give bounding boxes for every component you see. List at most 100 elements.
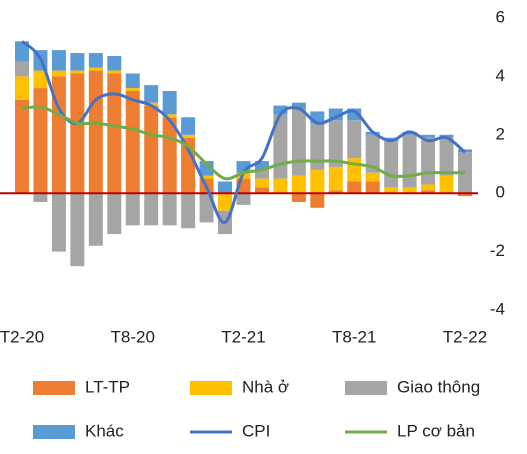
bar [402, 187, 417, 194]
bar [347, 120, 362, 159]
bar [402, 134, 417, 188]
bar [125, 88, 140, 91]
bar [291, 193, 306, 202]
x-tick-label: T8-20 [111, 327, 155, 346]
bar [347, 108, 362, 121]
bar [88, 70, 103, 194]
legend-swatch [190, 381, 232, 395]
legend-swatch [33, 381, 75, 395]
bar [107, 70, 122, 74]
bar [51, 50, 66, 71]
bar [107, 73, 122, 194]
bar [254, 161, 269, 170]
bar [33, 88, 48, 194]
y-tick-label: 4 [496, 66, 505, 85]
bar [310, 111, 325, 124]
bar [144, 105, 159, 194]
y-tick-label: 6 [496, 7, 505, 26]
bar [365, 172, 380, 182]
bar [51, 76, 66, 194]
line [21, 105, 465, 181]
legend-label: Khác [85, 421, 124, 440]
bar [181, 117, 196, 135]
x-tick-label: T2-20 [0, 327, 44, 346]
bar [254, 178, 269, 188]
bar [181, 137, 196, 194]
legend-label: LT-TP [85, 377, 130, 396]
bar [291, 102, 306, 109]
y-tick-label: 0 [496, 183, 505, 202]
bar [88, 67, 103, 71]
bar [365, 134, 380, 173]
bar [421, 134, 436, 138]
x-tick-label: T8-21 [332, 327, 376, 346]
bar [70, 73, 85, 194]
bar [291, 108, 306, 176]
legend-swatch [33, 425, 75, 439]
bar [254, 187, 269, 194]
bar [70, 70, 85, 74]
y-tick-label: -4 [490, 299, 505, 318]
bar [162, 91, 177, 115]
bar [107, 55, 122, 71]
y-tick-label: -2 [490, 241, 505, 260]
bar [33, 70, 48, 89]
bar [236, 193, 251, 205]
bar [199, 175, 214, 179]
bar [236, 161, 251, 173]
bar [218, 193, 233, 211]
bar [15, 61, 29, 77]
x-tick-label: T2-22 [443, 327, 487, 346]
bar [439, 137, 454, 176]
bar [144, 193, 159, 226]
bar [88, 193, 103, 246]
bar [310, 123, 325, 170]
bar [125, 91, 140, 194]
bar [162, 114, 177, 118]
bar [328, 190, 343, 194]
y-tick-label: 2 [496, 124, 505, 143]
bar [365, 181, 380, 194]
bar [199, 193, 214, 223]
bar [273, 105, 288, 115]
bar [458, 193, 472, 197]
bar [181, 193, 196, 229]
bar [421, 184, 436, 191]
bar [421, 137, 436, 185]
bar [291, 175, 306, 194]
bar [33, 193, 48, 202]
bar [384, 140, 399, 188]
legend-swatch [345, 381, 387, 395]
x-tick-label: T2-21 [221, 327, 265, 346]
bar [125, 193, 140, 226]
bar [70, 193, 85, 267]
bar [15, 99, 29, 194]
bar [218, 181, 233, 194]
legend-label: LP cơ bản [397, 421, 475, 440]
bar [70, 53, 85, 71]
bar [439, 175, 454, 194]
legend-label: Giao thông [397, 377, 480, 396]
bar [254, 169, 269, 179]
bar [162, 193, 177, 226]
bar [15, 76, 29, 100]
bar [88, 53, 103, 68]
bar [310, 193, 325, 208]
bar [273, 178, 288, 194]
legend-label: Nhà ở [242, 377, 289, 396]
bar [328, 120, 343, 167]
bar [421, 190, 436, 194]
bar [328, 166, 343, 191]
bar [347, 181, 362, 194]
bar [51, 70, 66, 77]
bar [310, 169, 325, 194]
bar [328, 108, 343, 121]
bar [199, 161, 214, 176]
bar [384, 187, 399, 194]
bar [51, 193, 66, 252]
bar [107, 193, 122, 235]
bar [15, 41, 29, 62]
bar [144, 85, 159, 103]
bar [181, 134, 196, 138]
